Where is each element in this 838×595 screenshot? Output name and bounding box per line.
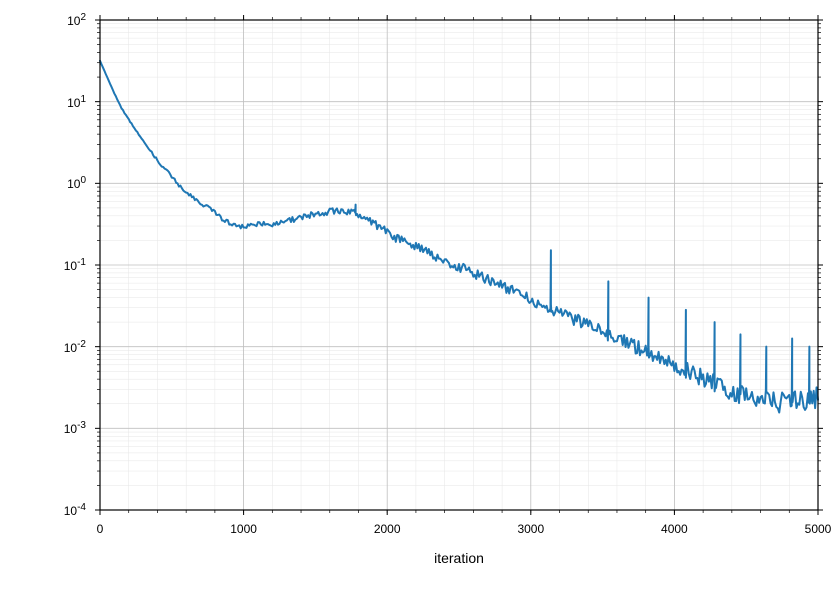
y-tick-label: 10-1 (0, 257, 92, 273)
y-tick-label: 100 (0, 175, 92, 191)
x-tick-label: 1000 (230, 516, 257, 536)
x-tick-labels: 0 1000 2000 3000 4000 5000 (0, 516, 838, 546)
x-tick-label: 2000 (374, 516, 401, 536)
y-tick-label: 10-2 (0, 339, 92, 355)
x-tick-label: 3000 (517, 516, 544, 536)
x-tick-label: 5000 (805, 516, 832, 536)
x-axis-label: iteration (434, 550, 484, 566)
chart-container: 10-410-310-210-1100101102 01000200030004… (0, 0, 838, 590)
y-tick-labels: 10-410-310-210-1100101102 (0, 0, 92, 590)
y-tick-label: 101 (0, 94, 92, 110)
y-tick-label: 102 (0, 12, 92, 28)
x-tick-label: 4000 (661, 516, 688, 536)
y-tick-label: 10-3 (0, 420, 92, 436)
line-chart (0, 0, 838, 590)
x-tick-label: 0 (97, 516, 104, 536)
